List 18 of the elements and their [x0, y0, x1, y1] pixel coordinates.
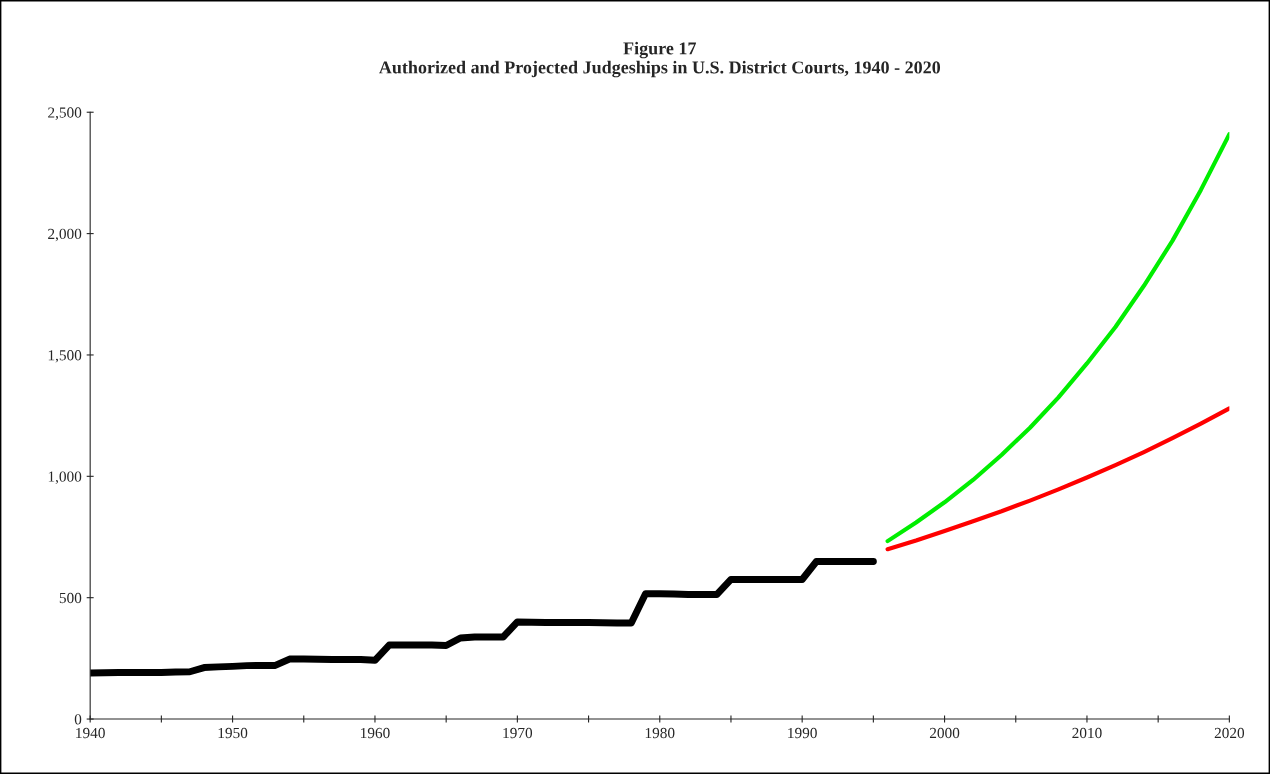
- y-tick-label: 0: [74, 714, 82, 725]
- line-series: [885, 406, 1230, 552]
- y-tick-label: 2,500: [48, 107, 82, 120]
- y-tick-label: 1,500: [48, 350, 82, 363]
- x-tick-label: 1970: [503, 727, 533, 739]
- y-tick-label: 2,000: [48, 228, 82, 242]
- chart-title: Figure 17 Authorized and Projected Judgeships in U.S. District Courts, 1940 - 2020: [378, 41, 941, 78]
- y-tick-label: 1,000: [48, 471, 82, 484]
- line-series: [885, 131, 1230, 544]
- x-tick-label: 1980: [645, 727, 675, 739]
- x-tick-label: 1990: [788, 727, 817, 739]
- y-tick-label: 500: [59, 592, 82, 604]
- x-tick-label: 2020: [1214, 727, 1245, 739]
- x-tick-label: 1940: [76, 727, 105, 739]
- x-tick-label: 2000: [929, 727, 960, 739]
- x-tick-label: 1960: [361, 727, 390, 739]
- x-tick-label: 1950: [218, 727, 248, 739]
- x-tick-label: 2010: [1072, 727, 1102, 739]
